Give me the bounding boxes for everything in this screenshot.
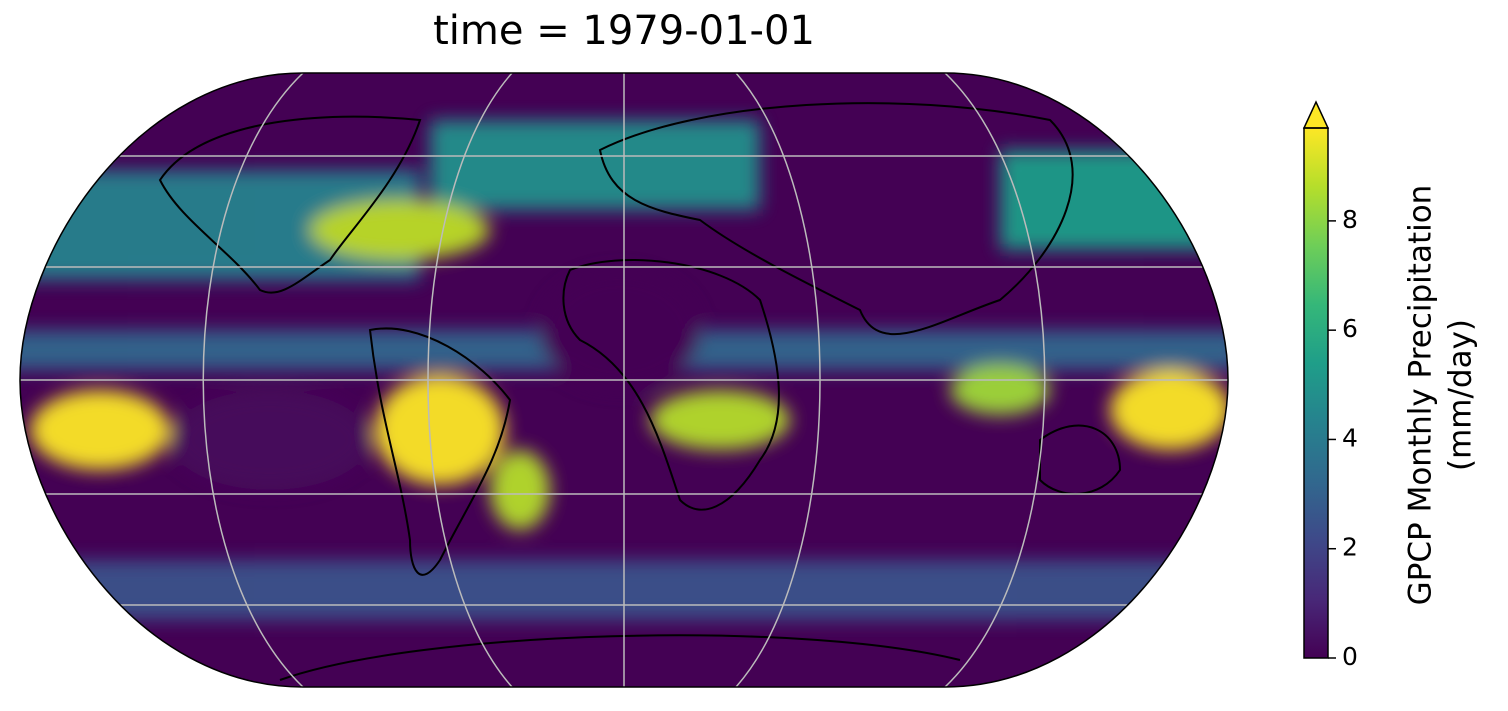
colorbar-extend [1302, 100, 1330, 129]
colorbar-label: GPCP Monthly Precipitation [1403, 185, 1439, 606]
map-title: time = 1979-01-01 [433, 8, 815, 54]
colorbar-tick-label: 8 [1342, 205, 1358, 234]
colorbar: 0 2 4 6 8 GPCP Monthly Precipitation (mm/day) [1302, 100, 1479, 671]
precipitation-field [20, 73, 1228, 687]
colorbar-label: (mm/day) [1443, 319, 1479, 471]
colorbar-tick-label: 2 [1342, 533, 1358, 562]
colorbar-tick-label: 4 [1342, 423, 1358, 452]
colorbar-scale [1304, 128, 1328, 658]
colorbar-tick-label: 6 [1342, 314, 1358, 343]
colorbar-frame [1303, 127, 1329, 659]
colorbar-tick-label: 0 [1342, 642, 1358, 671]
map-frame [19, 72, 1229, 688]
